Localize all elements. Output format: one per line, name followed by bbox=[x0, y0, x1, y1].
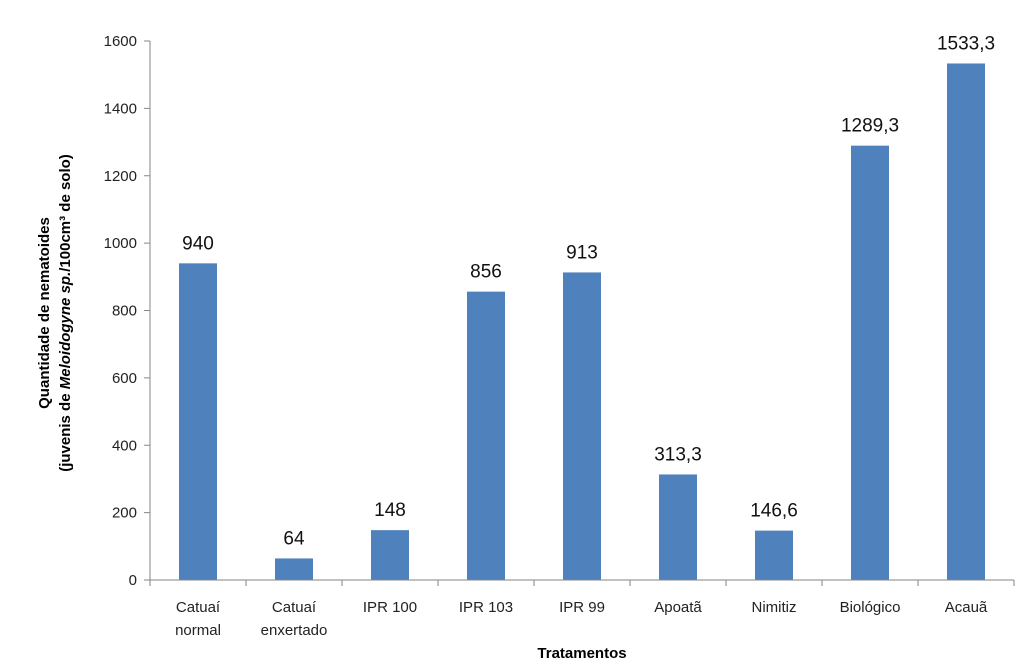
bar-value-label: 940 bbox=[182, 233, 214, 254]
bar-value-label: 148 bbox=[374, 500, 406, 521]
category-label: Catuaí bbox=[176, 599, 221, 616]
bar-value-label: 1289,3 bbox=[841, 116, 899, 137]
bar-value-label: 856 bbox=[470, 262, 502, 283]
bar-value-label: 146,6 bbox=[750, 501, 798, 522]
y-axis-title-part1: (juvenis de bbox=[57, 389, 74, 472]
bar bbox=[947, 63, 985, 581]
bar-value-label: 1533,3 bbox=[937, 33, 995, 54]
y-tick-label: 1400 bbox=[104, 100, 137, 117]
bar-value-label: 913 bbox=[566, 242, 598, 263]
y-tick-label: 1000 bbox=[104, 235, 137, 252]
y-tick-label: 1200 bbox=[104, 168, 137, 185]
category-label: enxertado bbox=[261, 622, 328, 639]
x-axis-title: Tratamentos bbox=[537, 645, 626, 662]
category-label: Nimitiz bbox=[752, 599, 797, 616]
x-axis-category-labels: Catuaí normal Catuaí enxertado IPR 100 IPR 10… bbox=[175, 599, 988, 639]
data-labels: 940 64 148 856 913 313,3 146,6 1289,3 1533,3 bbox=[182, 33, 995, 549]
y-axis-title-line2: (juvenis de Meloidogyne sp./100cm³ de so… bbox=[57, 154, 74, 472]
bar bbox=[371, 530, 409, 580]
y-axis-title: Quantidade de nematoides (juvenis de Mel… bbox=[36, 154, 74, 472]
category-label: IPR 99 bbox=[559, 599, 605, 616]
y-tick-label: 800 bbox=[112, 303, 137, 320]
y-axis-title-species: Meloidogyne sp. bbox=[57, 272, 74, 390]
bar-value-label: 313,3 bbox=[654, 444, 702, 465]
y-tick-label: 200 bbox=[112, 505, 137, 522]
bar bbox=[755, 530, 793, 580]
y-axis-title-part3: /100cm³ de solo) bbox=[57, 154, 74, 272]
category-label: Biológico bbox=[840, 599, 901, 616]
y-tick-label: 600 bbox=[112, 370, 137, 387]
category-label: normal bbox=[175, 622, 221, 639]
y-axis-ticks: 0 200 400 600 800 1000 1200 1400 1600 bbox=[104, 33, 1015, 589]
bar bbox=[179, 263, 217, 580]
category-label: Apoatã bbox=[654, 599, 702, 616]
category-label: IPR 103 bbox=[459, 599, 513, 616]
bar-value-label: 64 bbox=[283, 528, 305, 549]
bar bbox=[851, 145, 889, 581]
bar bbox=[275, 558, 313, 580]
category-label: Acauã bbox=[945, 599, 988, 616]
category-label: Catuaí bbox=[272, 599, 317, 616]
y-axis-title-line1: Quantidade de nematoides bbox=[36, 217, 53, 409]
bar bbox=[467, 291, 505, 580]
y-tick-label: 0 bbox=[129, 572, 137, 589]
y-tick-label: 1600 bbox=[104, 33, 137, 50]
bar bbox=[659, 474, 697, 580]
category-label: IPR 100 bbox=[363, 599, 417, 616]
bar bbox=[563, 272, 601, 580]
bars bbox=[179, 63, 985, 581]
y-tick-label: 400 bbox=[112, 437, 137, 454]
